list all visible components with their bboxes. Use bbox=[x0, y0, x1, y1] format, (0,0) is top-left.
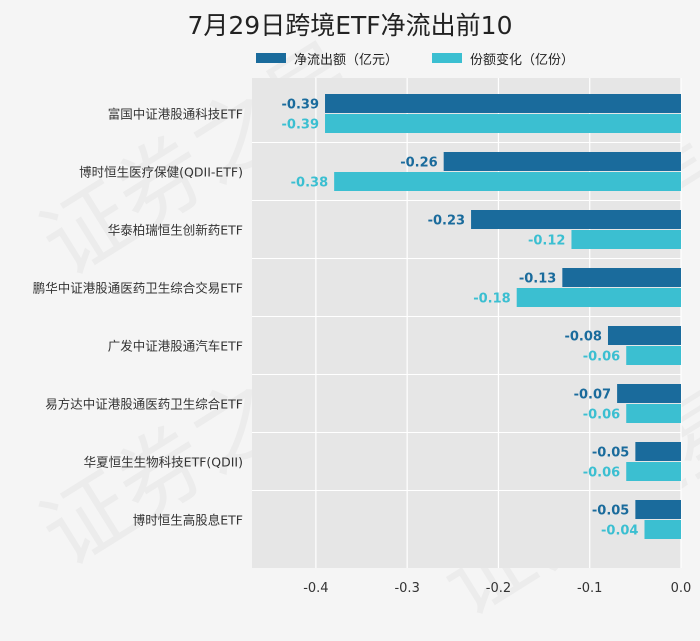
legend-swatch-net-outflow bbox=[256, 53, 286, 63]
chart-title: 7月29日跨境ETF净流出前10 bbox=[187, 11, 513, 40]
bar-net-outflow bbox=[635, 500, 681, 519]
data-label-net-outflow: -0.08 bbox=[564, 330, 601, 345]
bar-net-outflow bbox=[562, 268, 681, 287]
data-label-share-change: -0.12 bbox=[528, 234, 565, 249]
data-label-net-outflow: -0.13 bbox=[519, 272, 556, 287]
data-label-net-outflow: -0.07 bbox=[574, 388, 611, 403]
data-label-share-change: -0.38 bbox=[291, 176, 328, 191]
legend-label-share-change: 份额变化（亿份） bbox=[470, 52, 575, 68]
category-label: 广发中证港股通汽车ETF bbox=[108, 339, 243, 354]
bar-net-outflow bbox=[617, 384, 681, 403]
data-label-net-outflow: -0.26 bbox=[400, 156, 437, 171]
category-label: 博时恒生高股息ETF bbox=[133, 513, 243, 528]
legend: 净流出额（亿元） 份额变化（亿份） bbox=[256, 48, 608, 68]
data-label-share-change: -0.04 bbox=[601, 524, 638, 539]
category-label: 博时恒生医疗保健(QDII-ETF) bbox=[79, 165, 243, 180]
legend-item-share-change: 份额变化（亿份） bbox=[432, 49, 574, 68]
bar-net-outflow bbox=[635, 442, 681, 461]
bar-net-outflow bbox=[443, 152, 681, 171]
data-label-share-change: -0.06 bbox=[583, 408, 620, 423]
data-label-share-change: -0.18 bbox=[473, 292, 510, 307]
bar-share-change bbox=[334, 172, 681, 191]
x-tick-label: -0.4 bbox=[303, 581, 328, 596]
category-label: 鹏华中证港股通医药卫生综合交易ETF bbox=[33, 281, 243, 296]
bar-share-change bbox=[626, 462, 681, 481]
data-label-share-change: -0.39 bbox=[282, 118, 319, 133]
data-label-net-outflow: -0.05 bbox=[592, 504, 629, 519]
category-label: 华夏恒生生物科技ETF(QDII) bbox=[84, 455, 243, 470]
x-tick-label: -0.2 bbox=[486, 581, 511, 596]
bar-share-change bbox=[626, 346, 681, 365]
bar-share-change bbox=[516, 288, 681, 307]
data-label-net-outflow: -0.05 bbox=[592, 446, 629, 461]
bar-share-change bbox=[626, 404, 681, 423]
bar-share-change bbox=[571, 230, 681, 249]
legend-swatch-share-change bbox=[432, 53, 463, 63]
data-label-net-outflow: -0.39 bbox=[282, 98, 319, 113]
category-label: 易方达中证港股通医药卫生综合ETF bbox=[45, 397, 243, 412]
bar-chart: -0.4 -0.3 -0.2 -0.1 0.0 富国中证港股通科技ETF -0.39 -0.3… bbox=[33, 78, 692, 596]
bar-share-change bbox=[644, 520, 681, 539]
x-tick-label: 0.0 bbox=[671, 581, 692, 596]
bar-net-outflow bbox=[607, 326, 681, 345]
legend-item-net-outflow: 净流出额（亿元） bbox=[256, 49, 398, 68]
category-label: 华泰柏瑞恒生创新药ETF bbox=[108, 223, 243, 238]
bar-net-outflow bbox=[471, 210, 681, 229]
x-tick-label: -0.3 bbox=[394, 581, 419, 596]
bar-share-change bbox=[325, 114, 681, 133]
data-label-share-change: -0.06 bbox=[583, 350, 620, 365]
data-label-net-outflow: -0.23 bbox=[428, 214, 465, 229]
x-tick-label: -0.1 bbox=[577, 581, 602, 596]
legend-label-net-outflow: 净流出额（亿元） bbox=[294, 52, 399, 68]
data-label-share-change: -0.06 bbox=[583, 466, 620, 481]
category-label: 富国中证港股通科技ETF bbox=[108, 107, 243, 122]
bar-net-outflow bbox=[325, 94, 681, 113]
